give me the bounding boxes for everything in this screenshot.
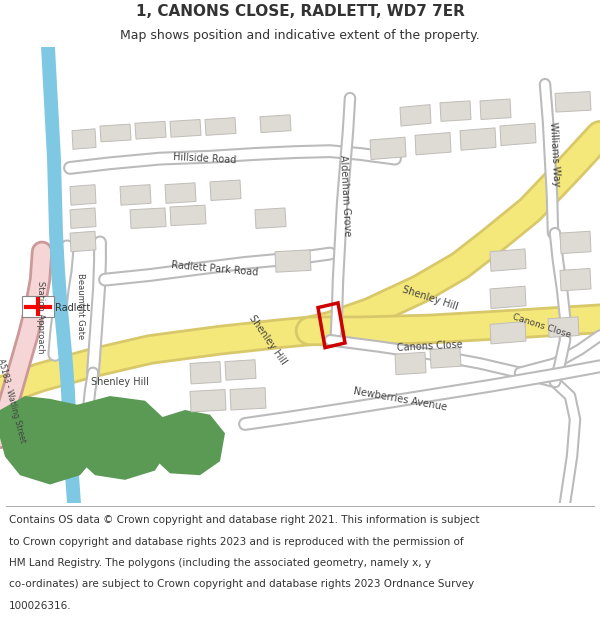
Polygon shape (400, 104, 431, 126)
Polygon shape (395, 352, 426, 374)
Polygon shape (170, 119, 201, 138)
Text: co-ordinates) are subject to Crown copyright and database rights 2023 Ordnance S: co-ordinates) are subject to Crown copyr… (9, 579, 474, 589)
Polygon shape (135, 121, 166, 139)
Polygon shape (415, 132, 451, 155)
Text: 100026316.: 100026316. (9, 601, 71, 611)
Text: Williams Way: Williams Way (548, 121, 562, 187)
Text: Hillside Road: Hillside Road (173, 152, 237, 165)
Polygon shape (430, 348, 461, 368)
Polygon shape (70, 231, 96, 252)
Polygon shape (205, 118, 236, 136)
Polygon shape (70, 184, 96, 205)
Polygon shape (275, 250, 311, 272)
Text: Newberries Avenue: Newberries Avenue (352, 386, 448, 412)
Polygon shape (440, 101, 471, 121)
Polygon shape (490, 286, 526, 309)
Polygon shape (480, 99, 511, 119)
Polygon shape (68, 396, 170, 480)
Text: Canons Close: Canons Close (397, 340, 463, 353)
Polygon shape (0, 396, 100, 484)
Text: Shenley Hill: Shenley Hill (401, 284, 459, 312)
Text: Map shows position and indicative extent of the property.: Map shows position and indicative extent… (120, 29, 480, 42)
Polygon shape (130, 208, 166, 229)
Polygon shape (555, 92, 591, 112)
Text: Contains OS data © Crown copyright and database right 2021. This information is : Contains OS data © Crown copyright and d… (9, 515, 479, 525)
Text: Station Approach: Station Approach (35, 281, 44, 353)
Polygon shape (210, 180, 241, 201)
Polygon shape (170, 205, 206, 226)
Polygon shape (560, 269, 591, 291)
Text: HM Land Registry. The polygons (including the associated geometry, namely x, y: HM Land Registry. The polygons (includin… (9, 558, 431, 568)
Text: Shenley Hill: Shenley Hill (91, 377, 149, 387)
Polygon shape (190, 389, 226, 412)
Polygon shape (460, 128, 496, 150)
Polygon shape (70, 208, 96, 229)
Bar (22, 296, 54, 317)
Polygon shape (190, 362, 221, 384)
Polygon shape (560, 231, 591, 254)
Text: Beaumont Gate: Beaumont Gate (76, 272, 85, 339)
Polygon shape (370, 138, 406, 159)
Polygon shape (225, 360, 256, 380)
Polygon shape (490, 249, 526, 271)
Polygon shape (230, 388, 266, 410)
Text: Aldenham Grove: Aldenham Grove (338, 155, 352, 237)
Polygon shape (548, 317, 579, 338)
Text: A5183 - Watling Street: A5183 - Watling Street (0, 357, 28, 444)
Polygon shape (72, 129, 96, 149)
Text: 1, CANONS CLOSE, RADLETT, WD7 7ER: 1, CANONS CLOSE, RADLETT, WD7 7ER (136, 4, 464, 19)
Polygon shape (120, 184, 151, 205)
Text: Canons Close: Canons Close (512, 312, 572, 340)
Polygon shape (500, 123, 536, 146)
Polygon shape (165, 183, 196, 203)
Polygon shape (260, 115, 291, 132)
Polygon shape (148, 410, 225, 475)
Polygon shape (100, 124, 131, 142)
Text: Shenley Hill: Shenley Hill (247, 314, 289, 367)
Text: to Crown copyright and database rights 2023 and is reproduced with the permissio: to Crown copyright and database rights 2… (9, 537, 464, 547)
Polygon shape (255, 208, 286, 229)
Text: Radlett Park Road: Radlett Park Road (171, 260, 259, 278)
Polygon shape (490, 321, 526, 344)
Text: Radlett: Radlett (55, 302, 90, 312)
